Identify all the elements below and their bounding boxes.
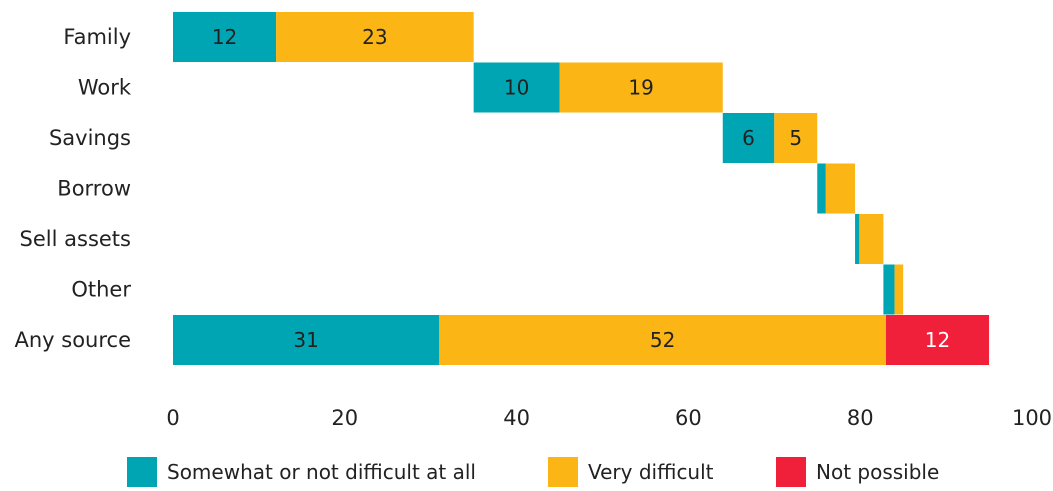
bar-savings-somewhat-or-not-difficult-at-all <box>722 113 775 163</box>
bar-label-any-source-somewhat-or-not-difficult-at-all: 31 <box>293 328 318 352</box>
x-tick-0: 0 <box>166 406 179 430</box>
category-axis: Family Work Savings Borrow Sell assets Other A… <box>14 25 131 352</box>
legend-swatch-very-difficult <box>548 457 578 487</box>
bar-sell-assets-somewhat-or-not-difficult-at-all <box>855 214 860 264</box>
bar-borrow-somewhat-or-not-difficult-at-all <box>817 163 826 214</box>
category-label-other: Other <box>71 278 131 302</box>
bar-any-source-very-difficult <box>439 315 886 365</box>
category-label-family: Family <box>63 25 131 49</box>
x-tick-20: 20 <box>331 406 358 430</box>
category-label-borrow: Borrow <box>57 177 131 201</box>
legend-swatch-not-possible <box>776 457 806 487</box>
x-tick-80: 80 <box>847 406 874 430</box>
bar-label-work-somewhat-or-not-difficult-at-all: 10 <box>504 76 529 100</box>
bar-label-family-very-difficult: 23 <box>362 25 387 49</box>
bar-savings-very-difficult <box>774 113 818 163</box>
bar-any-source-somewhat-or-not-difficult-at-all <box>173 315 440 365</box>
bar-label-any-source-very-difficult: 52 <box>650 328 675 352</box>
bar-label-any-source-not-possible: 12 <box>925 328 950 352</box>
x-tick-40: 40 <box>503 406 530 430</box>
legend-label-somewhat-or-not-difficult-at-all: Somewhat or not difficult at all <box>167 460 476 484</box>
legend-swatch-somewhat-or-not-difficult-at-all <box>127 457 157 487</box>
bar-other-very-difficult <box>894 264 904 315</box>
bar-label-savings-somewhat-or-not-difficult-at-all: 6 <box>742 126 755 150</box>
bar-work-somewhat-or-not-difficult-at-all <box>473 62 560 113</box>
bars-layer <box>173 12 990 365</box>
bar-family-very-difficult <box>276 12 474 62</box>
bar-other-somewhat-or-not-difficult-at-all <box>883 264 895 315</box>
legend: Somewhat or not difficult at all Very dif… <box>127 457 939 487</box>
bar-any-source-not-possible <box>885 315 990 365</box>
bar-sell-assets-very-difficult <box>859 214 884 264</box>
category-label-work: Work <box>78 76 132 100</box>
bar-borrow-very-difficult <box>825 163 856 214</box>
legend-label-not-possible: Not possible <box>816 460 939 484</box>
category-label-any-source: Any source <box>14 328 131 352</box>
bar-label-work-very-difficult: 19 <box>628 76 653 100</box>
bar-work-very-difficult <box>559 62 723 113</box>
category-label-savings: Savings <box>49 126 131 150</box>
bar-label-family-somewhat-or-not-difficult-at-all: 12 <box>212 25 237 49</box>
category-label-sell-assets: Sell assets <box>20 227 131 251</box>
legend-label-very-difficult: Very difficult <box>588 460 714 484</box>
x-tick-100: 100 <box>1012 406 1052 430</box>
x-axis-ticks: 0 20 40 60 80 100 <box>166 406 1052 430</box>
bar-family-somewhat-or-not-difficult-at-all <box>173 12 277 62</box>
bar-value-labels: 12 23 10 19 6 5 31 52 12 <box>212 25 950 352</box>
bar-label-savings-very-difficult: 5 <box>789 126 802 150</box>
x-tick-60: 60 <box>675 406 702 430</box>
